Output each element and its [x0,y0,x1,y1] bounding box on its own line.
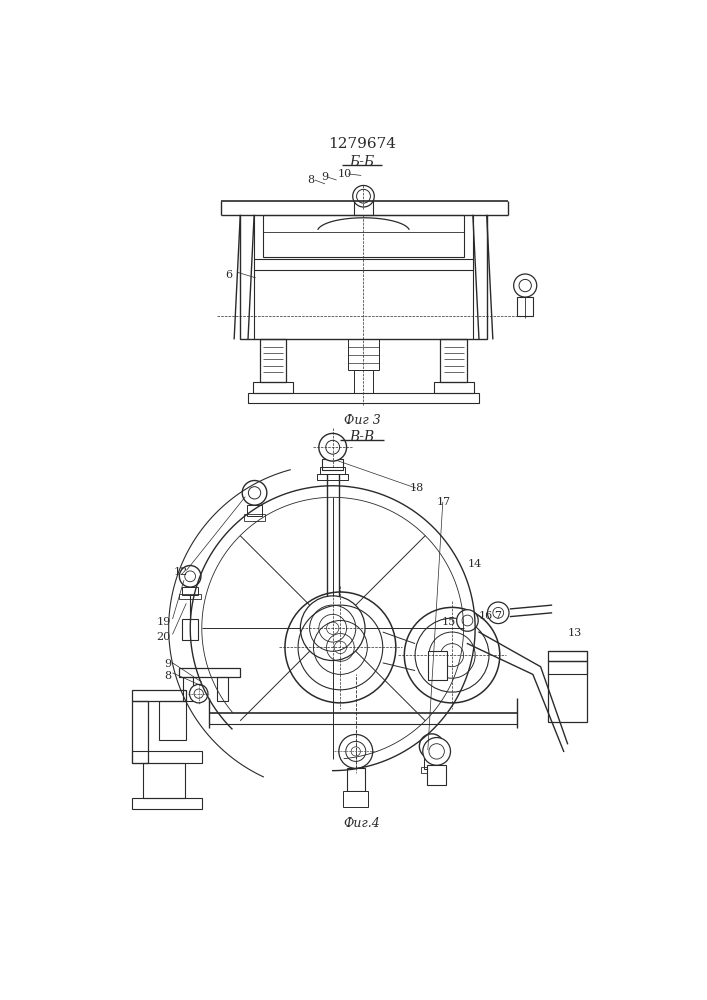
Bar [182,619,198,640]
Circle shape [487,602,509,624]
Text: 17: 17 [437,497,451,507]
Text: 19: 19 [157,617,171,627]
Bar [317,474,348,480]
Bar [346,768,365,791]
Text: 7: 7 [494,611,501,621]
Bar [264,215,464,257]
Bar [518,297,533,316]
Bar [344,791,368,807]
Circle shape [419,734,444,758]
Text: 8: 8 [308,175,315,185]
Bar [132,751,201,763]
Bar [259,339,286,382]
Circle shape [180,566,201,587]
Bar [434,382,474,393]
Bar [440,339,467,382]
Text: 14: 14 [467,559,481,569]
Text: 10: 10 [338,169,352,179]
Circle shape [514,274,537,297]
Bar [182,587,198,595]
Circle shape [319,433,346,461]
Text: Б-Б: Б-Б [349,155,375,169]
Bar [348,339,379,370]
Text: В-В: В-В [349,430,375,444]
Bar [253,382,293,393]
Text: 20: 20 [157,632,171,642]
Bar [160,701,187,740]
Bar [322,459,344,470]
Bar [549,651,587,661]
Text: 6: 6 [225,270,232,280]
Circle shape [243,481,267,505]
Circle shape [189,684,208,703]
Bar [132,690,187,701]
Bar [180,594,201,599]
Text: 16: 16 [479,611,493,621]
Bar [549,661,587,722]
Text: Фиг 3: Фиг 3 [344,414,380,427]
Bar [320,466,345,474]
Bar [354,201,373,215]
Circle shape [339,734,373,768]
Bar [354,370,373,393]
Text: 9: 9 [164,659,171,669]
Circle shape [353,185,374,207]
Bar [143,763,185,798]
Bar [428,651,447,680]
Bar [248,393,479,403]
Bar [244,514,265,521]
Bar [421,767,443,773]
Bar [247,505,262,516]
Bar [179,668,240,677]
Text: 13: 13 [568,628,582,638]
Text: 12: 12 [173,567,187,577]
Bar [240,215,486,339]
Bar [132,701,148,763]
Bar [182,677,193,701]
Text: 15: 15 [442,617,456,627]
Text: Фиг.4: Фиг.4 [344,817,380,830]
Bar [132,798,201,809]
Bar [424,758,439,769]
Circle shape [423,738,450,765]
Text: 9: 9 [321,172,328,182]
Bar [428,765,446,785]
Circle shape [457,610,478,631]
Text: 8: 8 [164,671,171,681]
Text: 18: 18 [409,483,424,493]
Bar [217,677,228,701]
Text: 1279674: 1279674 [328,137,396,151]
